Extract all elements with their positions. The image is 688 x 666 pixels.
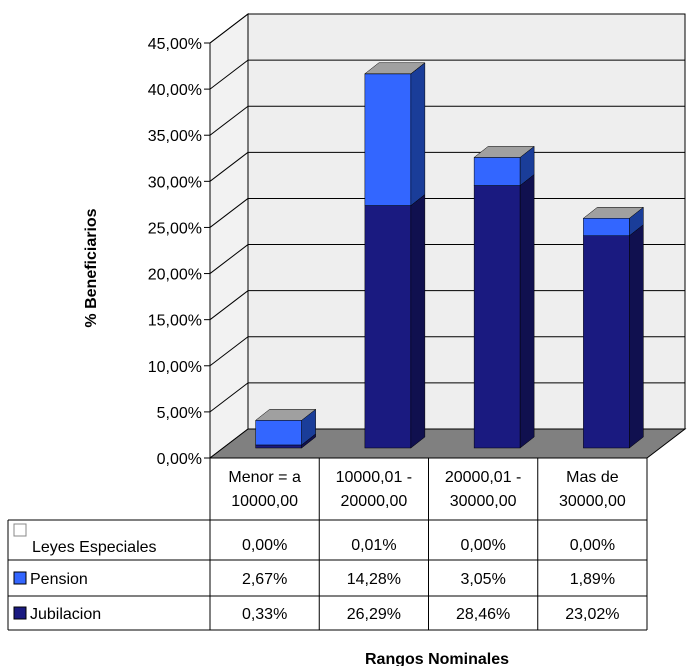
data-label: 0,00%	[460, 537, 505, 554]
data-label: 1,89%	[570, 571, 615, 588]
gridline-side	[209, 382, 249, 413]
gridline-side	[209, 105, 249, 136]
data-label: 0,01%	[351, 537, 396, 554]
bar-segment-jubilacion	[364, 205, 412, 449]
category-label: 10000,00	[231, 493, 298, 510]
data-label: 0,00%	[570, 537, 615, 554]
category-label: 20000,00	[341, 493, 408, 510]
bar-top	[364, 62, 426, 75]
y-tick-label: 10,00%	[148, 359, 202, 376]
bar-side	[410, 62, 426, 207]
gridline-side	[209, 244, 249, 274]
bar-side	[410, 194, 426, 449]
y-tick-label: 45,00%	[148, 36, 202, 53]
legend-key-jubilacion	[13, 606, 27, 620]
data-label: 26,29%	[347, 606, 401, 623]
data-label: 28,46%	[456, 606, 510, 623]
y-tick-label: 40,00%	[148, 82, 202, 99]
y-axis-label: % Beneficiarios	[83, 208, 100, 327]
bar-top	[254, 409, 317, 421]
data-label: 14,28%	[347, 571, 401, 588]
bar-segment-pension	[473, 157, 521, 186]
gridline-side	[209, 336, 249, 367]
data-label: 2,67%	[242, 571, 287, 588]
series-name: Jubilacion	[30, 606, 101, 623]
y-tick-label: 35,00%	[148, 128, 202, 145]
y-tick-label: 25,00%	[148, 220, 202, 237]
y-axis-ticks: 0,00% 5,00% 10,00% 15,00% 20,00% 25,00% 30,00%…	[148, 36, 211, 468]
gridline-side	[209, 198, 249, 228]
data-label: 3,05%	[460, 571, 505, 588]
bar-segment-jubilacion	[473, 185, 521, 449]
legend-key-leyes-especiales	[13, 523, 27, 537]
series-name: Pension	[30, 571, 88, 588]
bar-segment-pension	[364, 73, 412, 206]
gridline-side	[209, 59, 249, 90]
bar-segment-pension	[583, 218, 630, 236]
category-label: 30000,00	[450, 493, 517, 510]
data-label: 23,02%	[565, 606, 619, 623]
y-tick-label: 0,00%	[157, 451, 202, 468]
category-label: 10000,01 -	[336, 469, 413, 486]
category-label: Menor = a	[228, 469, 301, 486]
data-label: 0,00%	[242, 537, 287, 554]
y-tick-label: 5,00%	[157, 405, 202, 422]
gridline-side	[209, 151, 249, 182]
category-label: Mas de	[566, 469, 619, 486]
bars	[254, 62, 645, 449]
category-label: 20000,01 -	[445, 469, 522, 486]
data-label: 0,33%	[242, 606, 287, 623]
bar-side	[629, 224, 644, 449]
category-label: 30000,00	[559, 493, 626, 510]
bar-segment-pension	[255, 420, 302, 446]
series-name: Leyes Especiales	[32, 539, 157, 556]
bar-top	[473, 146, 535, 158]
gridline-side	[209, 13, 249, 44]
side-wall	[209, 12, 249, 460]
bar-segment-jubilacion	[255, 444, 302, 449]
bar-side	[519, 174, 535, 449]
x-axis-label: Rangos Nominales	[365, 651, 509, 666]
legend-key-pension	[13, 571, 27, 585]
y-tick-label: 15,00%	[148, 313, 202, 330]
bar-segment-jubilacion	[583, 235, 630, 449]
y-tick-label: 20,00%	[148, 267, 202, 284]
data-table: Menor = a 10000,00 10000,01 - 20000,00 20000…	[7, 457, 648, 631]
y-tick-label: 30,00%	[148, 174, 202, 191]
bar-top	[582, 207, 645, 219]
gridline-side	[209, 290, 249, 321]
